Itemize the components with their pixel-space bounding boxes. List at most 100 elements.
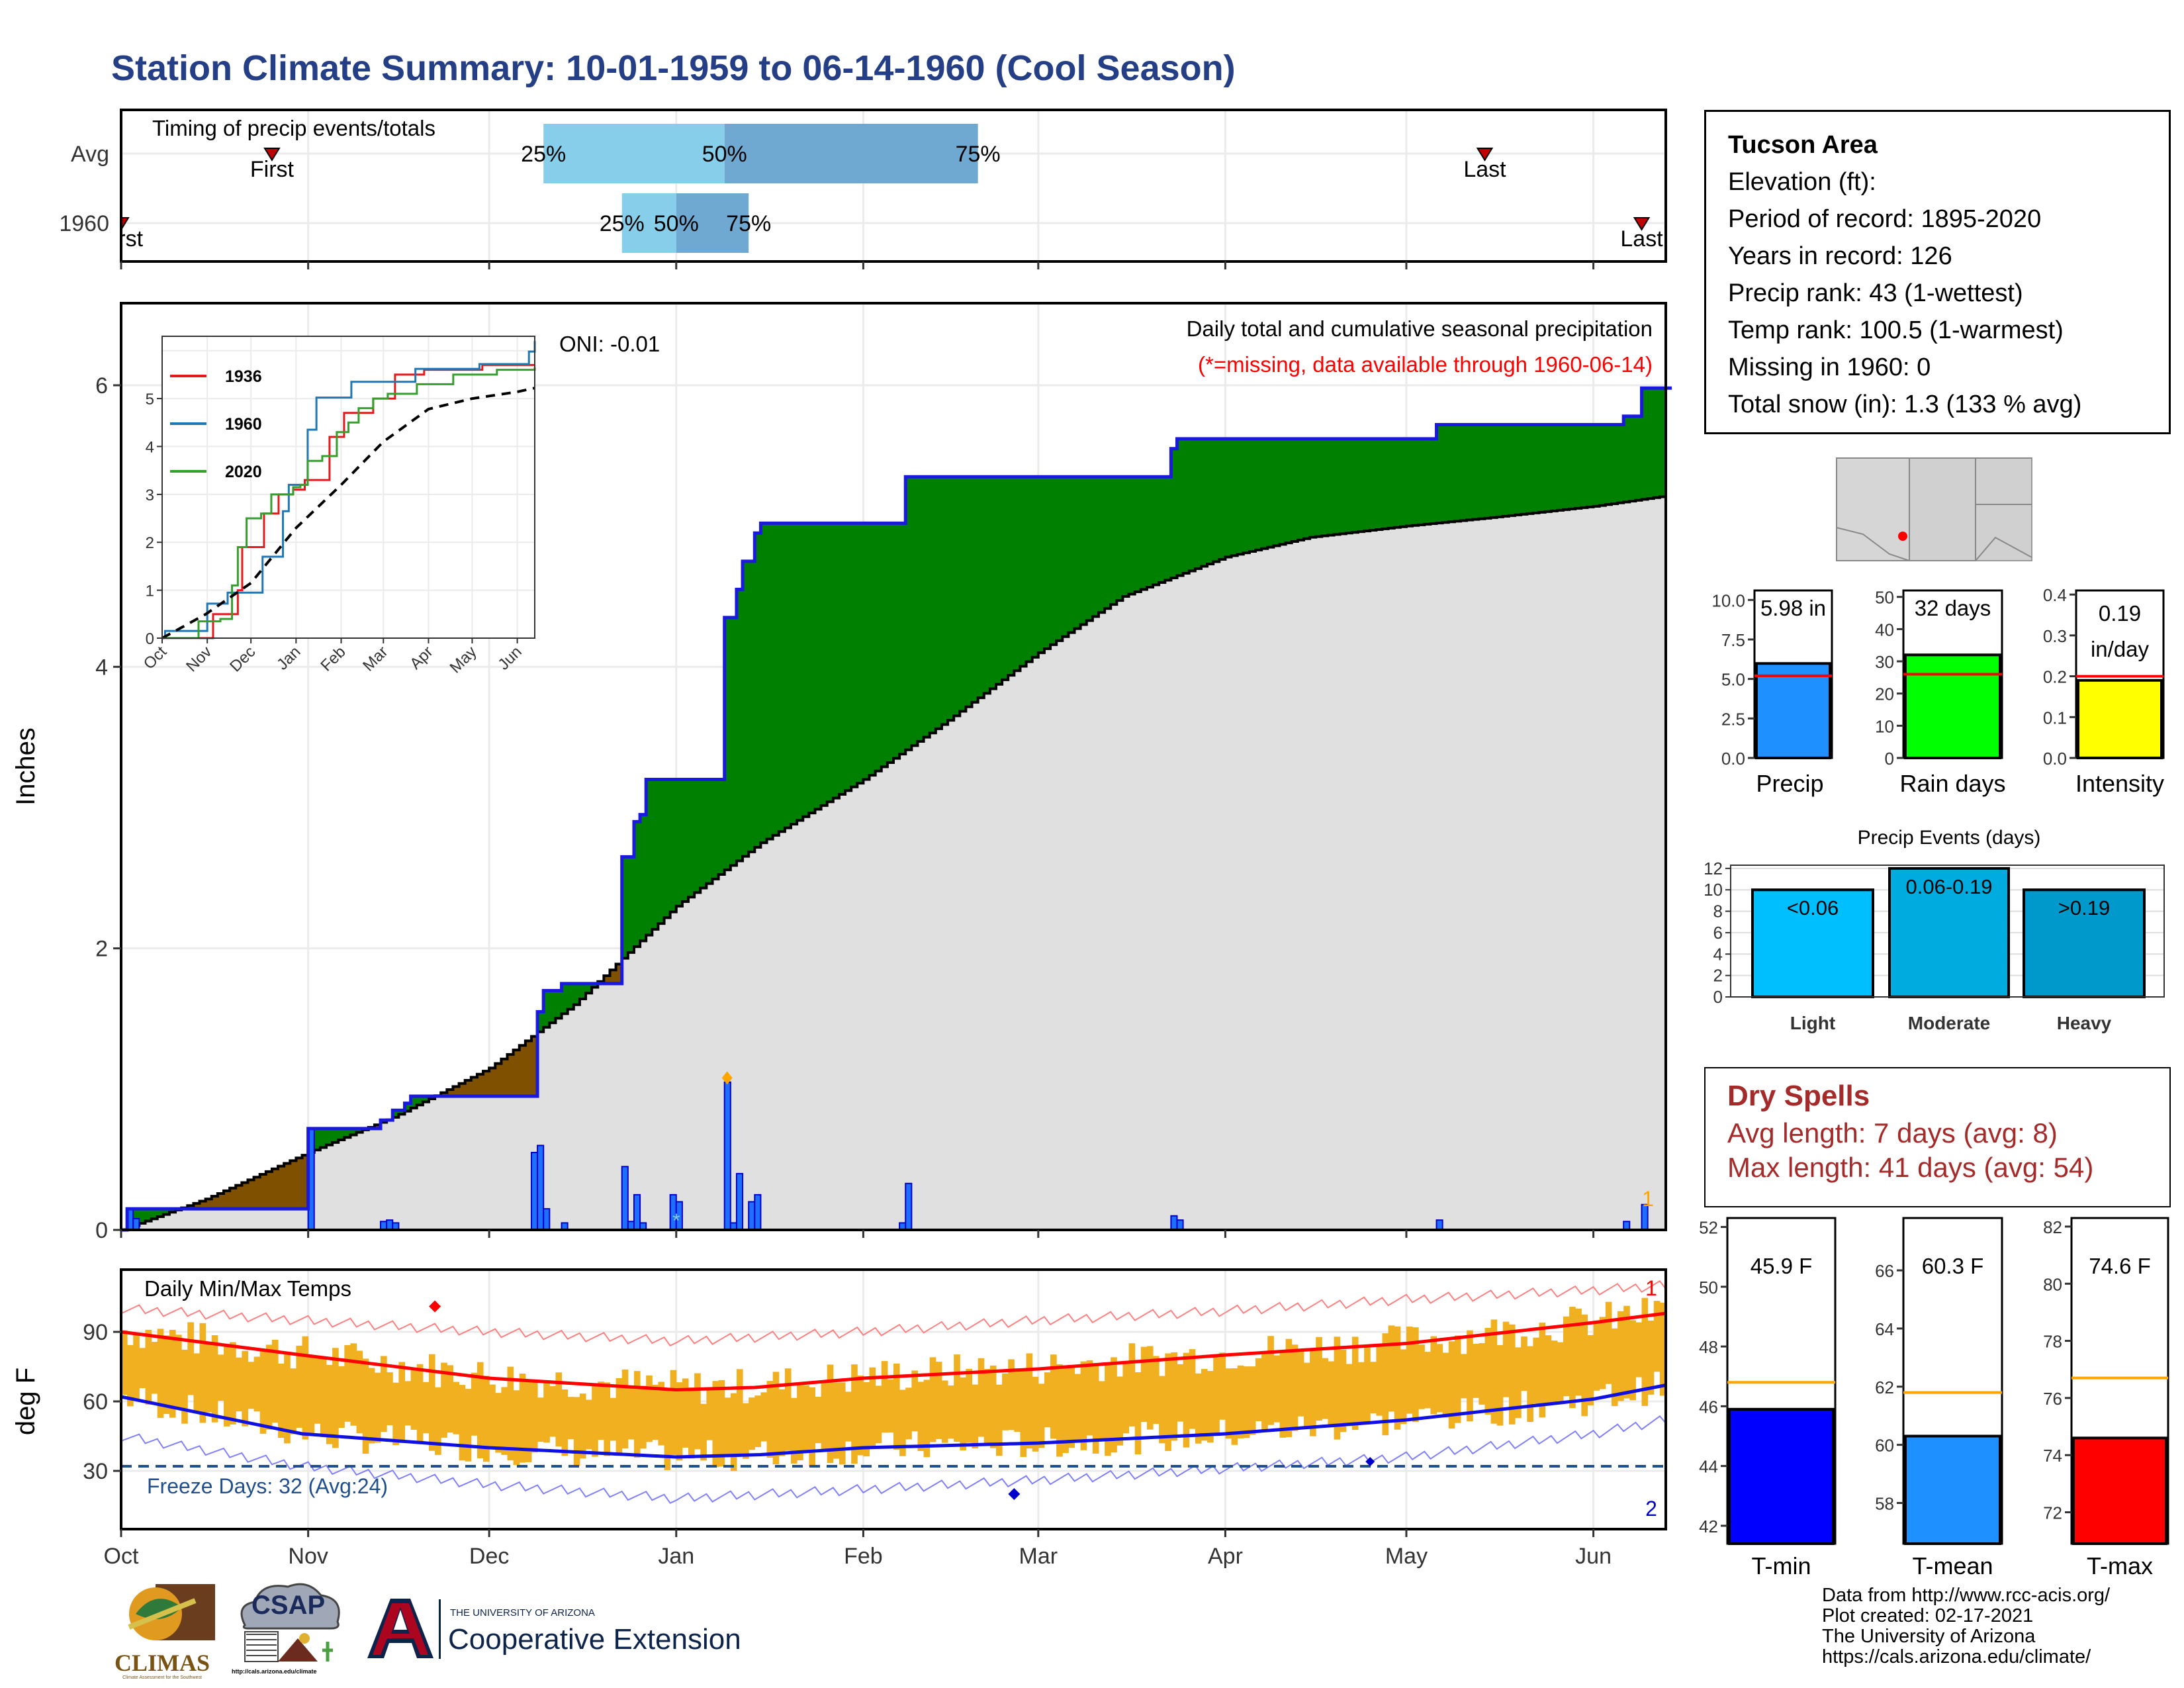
temp-daily-range-bar (1328, 1361, 1335, 1428)
temp-summary-ytick-label-T-min-3: 48 (1699, 1337, 1718, 1357)
precip-diff-day (766, 523, 774, 839)
precip-diff-day (410, 1096, 418, 1108)
temp-daily-range-bar (193, 1353, 201, 1414)
oni-label: ONI: -0.01 (559, 332, 660, 356)
summary-ytick-label-Intensity-3: 0.3 (2043, 626, 2067, 646)
precip-diff-day (1116, 477, 1124, 601)
temp-daily-range-bar (1515, 1347, 1522, 1419)
temp-daily-range-bar (1448, 1341, 1455, 1429)
temp-daily-range-bar (646, 1375, 653, 1442)
temp-daily-range-bar (749, 1397, 755, 1450)
temp-daily-range-bar (1062, 1366, 1069, 1454)
temp-daily-range-bar (1479, 1343, 1485, 1405)
temp-daily-range-bar (1351, 1336, 1359, 1430)
precip-diff-day (1502, 424, 1510, 516)
temp-daily-range-bar (1533, 1337, 1540, 1404)
temp-daily-range-bar (1641, 1297, 1649, 1406)
temp-avg-max-line (120, 1311, 1666, 1392)
temp-daily-range-bar (1521, 1336, 1527, 1391)
precip-diff-day (1629, 416, 1637, 502)
temp-daily-range-bar (1430, 1336, 1437, 1415)
temp-daily-range-bar (230, 1342, 236, 1425)
temp-daily-range-bar (1587, 1335, 1594, 1406)
precip-diff-day (169, 1209, 176, 1213)
temp-daily-range-bar (1473, 1344, 1479, 1398)
temp-daily-range-bar (139, 1348, 146, 1389)
precip-diff-day (615, 964, 623, 984)
temp-daily-range-bar (326, 1364, 333, 1444)
precip-diff-day (1382, 438, 1389, 529)
arizona-a-icon (367, 1599, 433, 1658)
precip-diff-day (803, 523, 809, 817)
precip-diff-day (1448, 424, 1455, 522)
dry-spells-box: Dry Spells Avg length: 7 days (avg: 8) M… (1704, 1067, 2171, 1207)
temp-title: Daily Min/Max Temps (144, 1276, 351, 1301)
temp-daily-range-bar (875, 1385, 882, 1444)
temp-daily-range-bar (1038, 1383, 1045, 1448)
temp-ytick-label-2: 90 (83, 1320, 108, 1345)
temp-daily-range-bar (1502, 1321, 1510, 1397)
precip-diff-day (1593, 424, 1600, 506)
precip-diff-day (1569, 424, 1576, 509)
temp-daily-range-bar (960, 1377, 966, 1451)
temp-daily-range-bar (1207, 1371, 1214, 1443)
precip-diff-day (1358, 438, 1365, 532)
precip-diff-day (1098, 477, 1105, 613)
temp-daily-range-bar (995, 1384, 1003, 1456)
precip-diff-day (791, 523, 797, 825)
temp-daily-range-bar (664, 1389, 671, 1470)
x-axis-month-label-8: Jun (1575, 1544, 1612, 1569)
precip-diff-day (1062, 477, 1069, 637)
csap-url: http://cals.arizona.edu/climate (232, 1668, 317, 1675)
inset-frame (161, 336, 535, 639)
precip-diff-day (640, 814, 647, 941)
events-category-Heavy: Heavy (2057, 1013, 2112, 1033)
timing-last-marker-Avg (1476, 148, 1494, 162)
precip-corner-label: 1 (1642, 1187, 1654, 1211)
temp-daily-range-bar (1128, 1343, 1136, 1427)
precip-diff-day (1056, 477, 1063, 641)
location-map (1836, 457, 2032, 561)
temp-daily-range-bar (1461, 1354, 1467, 1399)
precip-diff-day (1080, 477, 1087, 625)
precip-diff-day (633, 821, 641, 947)
climas-name: CLIMAS (114, 1650, 210, 1676)
temp-daily-range-bar (1418, 1344, 1425, 1409)
temp-summary-ytick-label-T-mean-1: 60 (1875, 1436, 1894, 1456)
x-axis-month-label-6: Apr (1208, 1544, 1243, 1569)
timing-left-mask (0, 110, 120, 261)
summary-ytick-label-Rain days-5: 50 (1875, 588, 1894, 608)
temp-daily-range-bar (1297, 1350, 1304, 1417)
temp-daily-range-bar (1116, 1376, 1123, 1446)
summary-bar-Rain days (1904, 653, 2001, 759)
temp-daily-range-bar (1153, 1356, 1160, 1425)
precip-diff-day (646, 779, 653, 935)
inset-series-avg (161, 387, 535, 639)
precip-diff-day (1659, 388, 1666, 497)
precip-diff-day (1195, 438, 1202, 569)
temp-daily-range-bar (1454, 1335, 1461, 1423)
precip-diff-day (1111, 477, 1117, 605)
temp-daily-range-bar (121, 1330, 128, 1395)
temp-daily-range-bar (1388, 1325, 1395, 1412)
temp-daily-range-bar (1105, 1364, 1111, 1456)
timing-quartile-label-1960-0: 25% (600, 211, 645, 236)
precip-diff-day (404, 1103, 412, 1111)
temp-daily-range-bar (416, 1364, 424, 1444)
temp-daily-range-bar (332, 1348, 339, 1448)
precip-diff-day (760, 523, 768, 843)
precip-events-title: Precip Events (days) (1858, 827, 2041, 849)
precip-diff-day (1515, 424, 1522, 515)
precip-avg-area (121, 496, 1666, 1230)
precip-diff-day (1587, 424, 1594, 507)
precip-diff-day (688, 779, 695, 898)
events-bar-label-Moderate: 0.06-0.19 (1906, 875, 1993, 898)
precip-diff-day (1316, 438, 1322, 537)
temp-daily-range-bar (489, 1384, 496, 1448)
precip-diff-day (743, 561, 749, 857)
precip-diff-day (265, 1171, 273, 1209)
precip-diff-day (978, 477, 985, 698)
precip-diff-day (1551, 424, 1558, 511)
temp-daily-range-bar (1285, 1338, 1293, 1437)
temp-daily-range-bar (652, 1384, 659, 1440)
